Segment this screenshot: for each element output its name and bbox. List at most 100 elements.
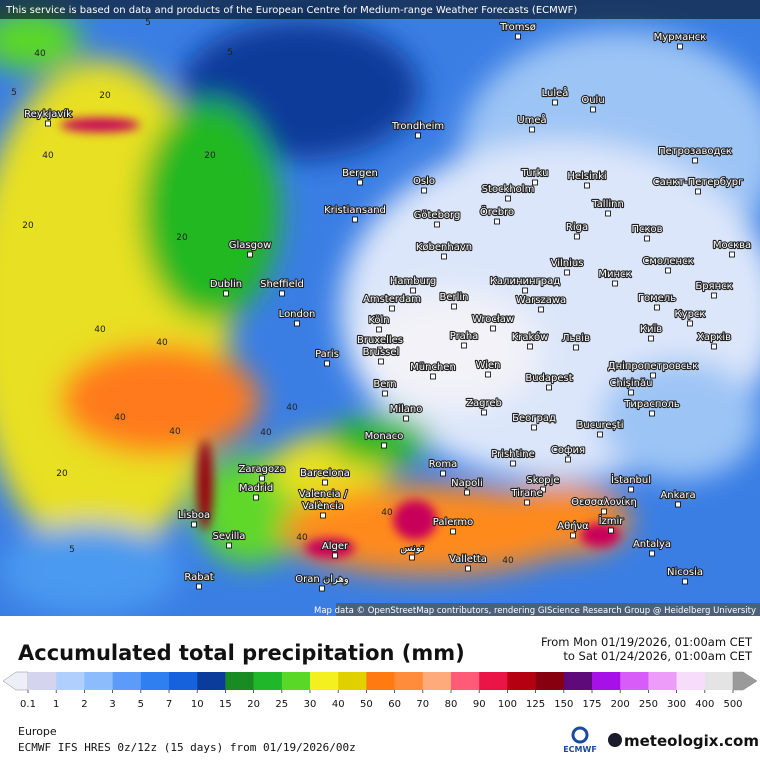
legend-tick-label: 125	[526, 699, 545, 710]
city-dot	[538, 306, 544, 313]
city-label: Київ	[640, 324, 662, 335]
legend-swatch	[338, 672, 367, 690]
city-dot	[665, 267, 671, 274]
city-label: Paris	[315, 349, 339, 360]
contour-label: 20	[99, 91, 111, 101]
city-label: Sevilla	[213, 531, 246, 542]
legend-tick-label: 70	[416, 699, 429, 710]
city-dot	[649, 410, 655, 417]
city-dot	[574, 233, 580, 240]
legend-swatch	[507, 672, 536, 690]
city-label: Amsterdam	[363, 294, 421, 305]
map: 40 20 20 40 40 40 40 20 5 40 40 40 40 40 5 5 5 20 20 40 Trom…	[0, 0, 760, 616]
city-dot	[253, 494, 259, 501]
legend-tick-label: 100	[498, 699, 517, 710]
legend-tick-label: 1	[53, 699, 59, 710]
legend-swatch	[112, 672, 142, 690]
city-dot	[320, 512, 326, 519]
city-dot	[540, 486, 546, 493]
legend-tick-label: 10	[191, 699, 204, 710]
city-label: İstanbul	[611, 473, 651, 486]
legend-tick-label: 3	[109, 699, 115, 710]
city-label: Hamburg	[390, 276, 436, 287]
model: ECMWF IFS HRES 0z/12z (15 days) from 01/…	[18, 741, 356, 754]
contour-label: 40	[114, 413, 126, 423]
city-label: Umeå	[517, 113, 546, 126]
city-dot	[409, 554, 415, 561]
legend-swatch	[225, 672, 254, 690]
city-dot	[605, 210, 611, 217]
city-label: Turku	[521, 168, 549, 179]
legend-tick-label: 40	[332, 699, 345, 710]
period-from: From Mon 01/19/2026, 01:00am CET	[541, 635, 753, 649]
city-label: Valletta	[449, 554, 487, 565]
city-label: Θεσσαλονίκη	[571, 496, 637, 508]
city-label: Berlin	[439, 292, 468, 303]
contour-label: 40	[34, 49, 46, 59]
city-label: Oran وهران	[295, 574, 349, 585]
contour-label: 40	[381, 508, 393, 518]
city-dot	[481, 409, 487, 416]
legend-tick-label: 50	[360, 699, 373, 710]
legend-below	[2, 671, 29, 691]
city-label: Смоленск	[642, 256, 693, 267]
city-label: Luleå	[542, 86, 569, 99]
city-dot	[565, 456, 571, 463]
city-dot	[644, 235, 650, 242]
city-dot	[378, 358, 384, 365]
city-dot	[532, 179, 538, 186]
legend-tick-label: 250	[639, 699, 658, 710]
legend-tick-label: 90	[473, 699, 486, 710]
city-label: Madrid	[239, 483, 273, 494]
city-label: Monaco	[365, 431, 404, 442]
city-label: Sheffield	[260, 279, 304, 290]
legend-swatch	[281, 672, 311, 690]
period-to: to Sat 01/24/2026, 01:00am CET	[563, 649, 753, 663]
legend-swatch	[451, 672, 480, 690]
city-label: Минск	[598, 269, 631, 280]
city-label: Trondheim	[391, 121, 444, 132]
legend-swatch	[140, 672, 170, 690]
city-label: Zaragoza	[238, 464, 285, 475]
legend-swatch	[563, 672, 593, 690]
city-dot	[682, 578, 688, 585]
legend-tick-label: 7	[166, 699, 172, 710]
city-dot	[319, 585, 325, 592]
legend-swatch	[479, 672, 508, 690]
legend-swatch	[84, 672, 113, 690]
city-label: København	[416, 242, 472, 253]
city-label: Örebro	[480, 205, 514, 218]
legend-tick-label: 0.1	[20, 699, 36, 710]
city-label: Тирасполь	[623, 399, 680, 410]
city-dot	[440, 470, 446, 477]
city-dot	[450, 528, 456, 535]
city-dot	[597, 431, 603, 438]
city-label: Chișinău	[610, 378, 653, 389]
city-label: Ankara	[660, 490, 695, 501]
city-label: Мурманск	[654, 32, 707, 43]
city-label: Курск	[675, 309, 706, 320]
region: Europe	[18, 725, 57, 738]
legend-tick-label: 60	[388, 699, 401, 710]
city-dot	[259, 475, 265, 482]
city-label: București	[577, 420, 624, 431]
city-dot	[505, 195, 511, 202]
legend-tick-label: 20	[247, 699, 260, 710]
contour-label: 40	[156, 338, 168, 348]
city-dot	[421, 187, 427, 194]
legend-above	[732, 671, 758, 691]
city-dot	[381, 442, 387, 449]
city-dot	[590, 106, 596, 113]
city-label: Tallinn	[591, 199, 624, 210]
contour-label: 5	[69, 545, 75, 555]
city-dot	[649, 550, 655, 557]
city-dot	[531, 424, 537, 431]
city-dot	[403, 415, 409, 422]
city-dot	[729, 251, 735, 258]
city-dot	[628, 486, 634, 493]
city-dot	[527, 343, 533, 350]
legend-tick-label: 15	[219, 699, 232, 710]
city-label: Tirane	[510, 488, 542, 499]
legend-swatch	[169, 672, 198, 690]
